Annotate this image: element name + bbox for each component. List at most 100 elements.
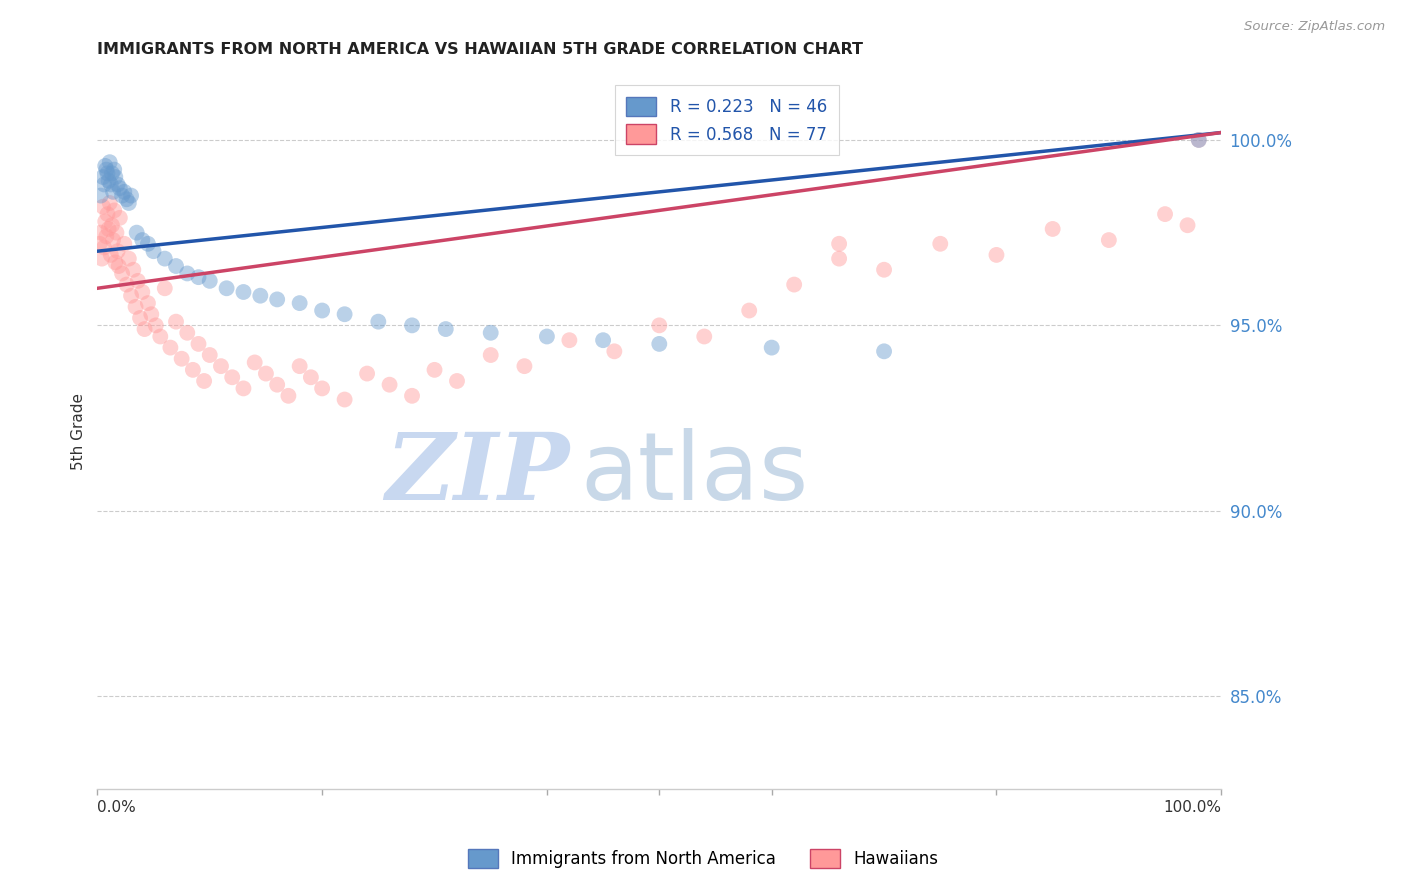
Point (277, 389, 299, 403)
Point (193, 374, 215, 388)
Point (91, 169, 114, 184)
Point (215, 281, 238, 295)
Y-axis label: 5th Grade: 5th Grade (72, 392, 86, 469)
Point (181, 363, 204, 377)
Point (145, 318, 167, 333)
Point (118, 252, 141, 266)
Point (367, 315, 389, 329)
Point (122, 262, 145, 277)
Point (693, 329, 716, 343)
Point (101, 233, 124, 247)
Point (311, 381, 333, 395)
Point (159, 341, 181, 355)
Point (107, 259, 129, 273)
Point (1154, 207, 1177, 221)
Point (107, 178, 129, 192)
Point (288, 359, 311, 373)
Point (333, 392, 356, 407)
Point (149, 329, 172, 343)
Point (434, 322, 457, 336)
Point (249, 288, 271, 302)
Point (423, 363, 446, 377)
Point (108, 211, 131, 225)
Point (118, 196, 141, 211)
Point (129, 310, 152, 325)
Point (97, 222, 120, 236)
Text: 0.0%: 0.0% (97, 800, 136, 815)
Point (221, 370, 243, 384)
Point (378, 377, 401, 392)
Point (266, 377, 288, 392)
Point (479, 348, 502, 362)
Point (93, 178, 115, 192)
Text: atlas: atlas (581, 428, 808, 520)
Point (170, 351, 193, 366)
Point (401, 389, 423, 403)
Point (165, 259, 187, 273)
Point (266, 293, 288, 307)
Point (536, 329, 558, 343)
Point (198, 274, 221, 288)
Point (103, 162, 125, 177)
Point (479, 326, 502, 340)
Point (513, 359, 536, 373)
Point (1177, 219, 1199, 233)
Point (176, 326, 198, 340)
Point (873, 262, 896, 277)
Point (104, 255, 127, 269)
Text: 100.0%: 100.0% (1163, 800, 1222, 815)
Point (112, 236, 135, 251)
Point (1188, 133, 1211, 147)
Point (134, 322, 156, 336)
Point (232, 381, 254, 395)
Point (124, 300, 146, 314)
Point (101, 219, 124, 233)
Point (101, 166, 124, 180)
Point (120, 288, 142, 302)
Point (142, 244, 165, 259)
Point (153, 281, 176, 295)
Point (90, 226, 112, 240)
Legend: Immigrants from North America, Hawaiians: Immigrants from North America, Hawaiians (461, 842, 945, 875)
Text: Source: ZipAtlas.com: Source: ZipAtlas.com (1244, 20, 1385, 33)
Point (929, 236, 952, 251)
Point (120, 188, 142, 202)
Text: ZIP: ZIP (385, 429, 569, 519)
Point (1188, 133, 1211, 147)
Point (136, 236, 159, 251)
Point (311, 303, 333, 318)
Point (187, 270, 209, 285)
Point (96, 162, 118, 177)
Point (165, 315, 187, 329)
Text: IMMIGRANTS FROM NORTH AMERICA VS HAWAIIAN 5TH GRADE CORRELATION CHART: IMMIGRANTS FROM NORTH AMERICA VS HAWAIIA… (97, 42, 863, 57)
Point (91, 200, 114, 214)
Point (100, 178, 122, 192)
Point (761, 341, 783, 355)
Point (96, 166, 118, 180)
Point (131, 233, 153, 247)
Point (198, 348, 221, 362)
Point (828, 236, 851, 251)
Point (176, 267, 198, 281)
Point (254, 367, 277, 381)
Point (592, 333, 614, 347)
Point (299, 370, 322, 384)
Point (127, 274, 149, 288)
Point (873, 344, 896, 359)
Point (112, 185, 135, 199)
Point (648, 337, 671, 351)
Point (1042, 222, 1064, 236)
Point (131, 285, 153, 299)
Point (90, 252, 112, 266)
Point (105, 226, 128, 240)
Point (141, 307, 163, 321)
Point (98, 155, 121, 169)
Point (96, 229, 118, 244)
Point (986, 248, 1008, 262)
Point (111, 267, 134, 281)
Point (648, 318, 671, 333)
Point (93, 240, 115, 254)
Point (96, 207, 118, 221)
Point (97, 174, 120, 188)
Point (738, 303, 761, 318)
